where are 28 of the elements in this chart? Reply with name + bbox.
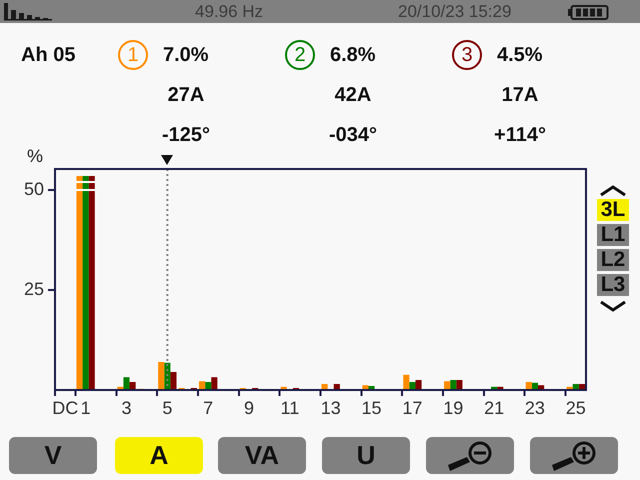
x-tick-label: 11 bbox=[280, 398, 300, 418]
x-tick-label: 15 bbox=[362, 398, 382, 418]
text: -034° bbox=[328, 124, 378, 147]
x-tick-label: 23 bbox=[524, 398, 545, 418]
text: 20/10/23 15:29 bbox=[398, 2, 512, 22]
text: 42A bbox=[334, 84, 372, 107]
y-tick-label: 50 bbox=[24, 178, 44, 199]
x-tick-label: 19 bbox=[443, 398, 464, 418]
text: 17A bbox=[500, 84, 540, 107]
x-tick-label: 13 bbox=[320, 398, 341, 418]
text: 6.8% bbox=[330, 44, 376, 67]
text: 7.0% bbox=[163, 44, 209, 67]
x-tick-label: 9 bbox=[244, 398, 254, 418]
x-tick-label: 7 bbox=[203, 398, 214, 418]
x-tick-label: 5 bbox=[162, 398, 172, 418]
y-axis-title: % bbox=[27, 146, 44, 167]
text: Ah 05 bbox=[21, 44, 76, 67]
text: 49.96 Hz bbox=[195, 2, 264, 22]
text: -125° bbox=[160, 124, 212, 147]
x-tick-label: 1 bbox=[80, 398, 91, 418]
text: +114° bbox=[493, 124, 547, 147]
text: 27A bbox=[166, 84, 206, 107]
x-tick-label: DC bbox=[52, 398, 78, 418]
x-tick-label: 17 bbox=[402, 398, 422, 418]
x-tick-label: 21 bbox=[484, 398, 504, 418]
x-tick-label: 3 bbox=[121, 398, 132, 418]
x-tick-label: 25 bbox=[566, 398, 586, 418]
text: 4.5% bbox=[497, 44, 543, 67]
